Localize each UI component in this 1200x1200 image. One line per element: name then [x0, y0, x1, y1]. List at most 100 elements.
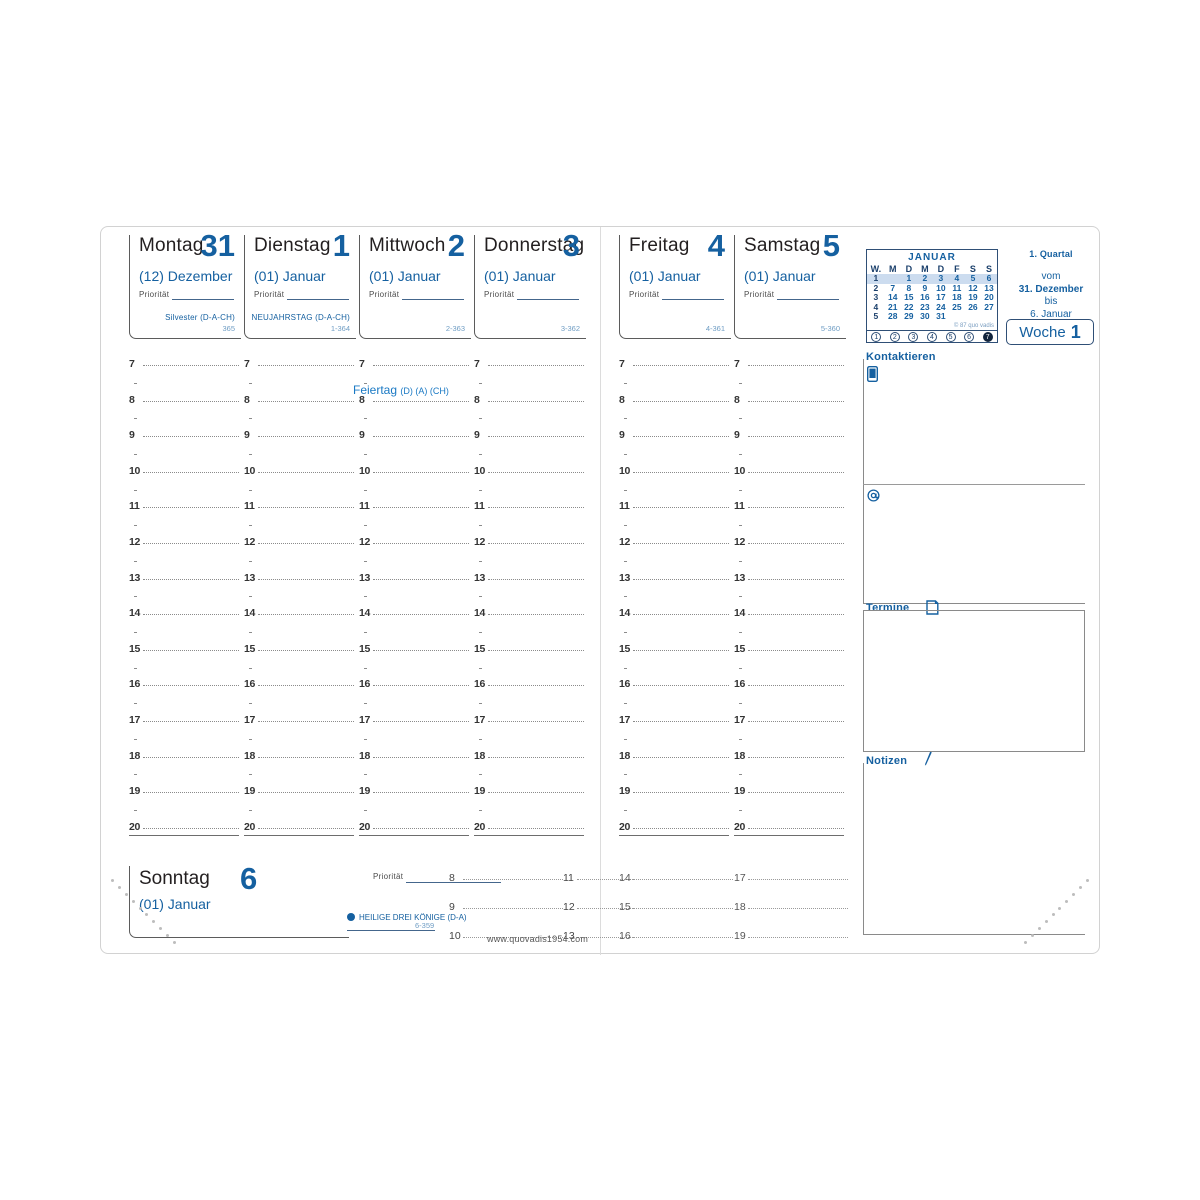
hour-line[interactable] — [488, 436, 584, 438]
hour-line[interactable] — [633, 792, 729, 794]
sunday-priority-line[interactable] — [406, 882, 501, 883]
hour-line[interactable] — [748, 543, 844, 544]
hour-line[interactable] — [488, 721, 584, 722]
hour-line[interactable] — [373, 827, 469, 829]
termine-box[interactable] — [863, 610, 1085, 752]
hour-line[interactable] — [373, 756, 469, 758]
hour-line[interactable] — [373, 649, 469, 651]
mini-calendar[interactable]: JANUAR W. M D M D F S S 1 1 2 3 4 5 6 2 7 8 9 10 11 12 13 3 14 1… — [866, 249, 998, 343]
hour-line[interactable] — [748, 471, 844, 473]
hour-line[interactable] — [748, 649, 844, 651]
hour-line[interactable] — [748, 400, 844, 402]
mini-calendar-week-row[interactable]: 4 21 22 23 24 25 26 27 — [867, 301, 997, 313]
hour-line[interactable] — [748, 827, 844, 829]
priority-line[interactable] — [517, 299, 579, 300]
mini-calendar-day[interactable]: 3 — [932, 273, 949, 284]
mini-calendar-day[interactable]: 22 — [904, 301, 914, 312]
hour-line[interactable] — [488, 792, 584, 794]
priority-line[interactable] — [172, 299, 234, 300]
extra-line[interactable] — [748, 879, 848, 880]
hour-line[interactable] — [748, 614, 844, 616]
mini-calendar-day[interactable]: 30 — [920, 311, 930, 321]
day-header-dienstag[interactable]: Dienstag 1 (01) Januar Priorität NEUJAHRSTAG… — [244, 230, 356, 339]
priority-line[interactable] — [777, 299, 839, 300]
mini-calendar-day-marker[interactable]: 3 — [908, 332, 919, 342]
hour-line[interactable] — [748, 507, 844, 509]
website-url[interactable]: www.quovadis1954.com — [487, 934, 589, 944]
hour-line[interactable] — [633, 614, 729, 616]
hour-line[interactable] — [633, 756, 729, 758]
hour-line[interactable] — [748, 578, 844, 580]
hour-line[interactable] — [633, 400, 729, 402]
day-header-samstag[interactable]: Samstag 5 (01) Januar Priorität 5-360 — [734, 230, 846, 339]
priority-line[interactable] — [287, 299, 349, 300]
mini-calendar-day[interactable]: 25 — [952, 301, 962, 312]
mini-calendar-day[interactable]: 31 — [936, 311, 946, 321]
hour-line[interactable] — [488, 685, 584, 687]
hour-line[interactable] — [748, 436, 844, 438]
mini-calendar-week-row[interactable]: 3 14 15 16 17 18 19 20 — [867, 292, 997, 303]
mini-calendar-day[interactable]: 7 — [890, 282, 896, 293]
sunday-list-line[interactable] — [463, 879, 563, 880]
mini-calendar-day[interactable]: 23 — [920, 301, 930, 312]
hour-line[interactable] — [143, 685, 239, 687]
mini-calendar-week-row[interactable]: 5 28 29 30 31 — [867, 311, 997, 322]
day-header-freitag[interactable]: Freitag 4 (01) Januar Priorität 4-361 — [619, 230, 731, 339]
hour-line[interactable] — [748, 365, 844, 366]
hour-line[interactable] — [258, 685, 354, 687]
mini-calendar-day-marker[interactable]: 6 — [964, 332, 975, 342]
hour-line[interactable] — [488, 543, 584, 544]
sunday-block[interactable]: Sonntag 6 (01) Januar — [129, 863, 349, 938]
hour-line[interactable] — [258, 756, 354, 758]
hour-line[interactable] — [488, 649, 584, 651]
mini-calendar-day[interactable]: 12 — [968, 282, 978, 293]
sunday-holiday-line[interactable] — [347, 930, 435, 931]
hour-line[interactable] — [373, 436, 469, 438]
mini-calendar-day[interactable]: 28 — [888, 311, 898, 321]
mini-calendar-day[interactable]: 11 — [952, 282, 962, 293]
mini-calendar-day[interactable]: 18 — [952, 292, 962, 302]
hour-line[interactable] — [373, 507, 469, 509]
hour-line[interactable] — [143, 365, 239, 366]
mini-calendar-day[interactable] — [949, 312, 965, 322]
mini-calendar-day[interactable]: 10 — [936, 282, 946, 293]
hour-line[interactable] — [258, 400, 354, 402]
hour-line[interactable] — [488, 578, 584, 580]
mini-calendar-day[interactable]: 5 — [964, 273, 981, 284]
hour-line[interactable] — [258, 365, 354, 366]
mini-calendar-day[interactable] — [981, 312, 997, 322]
hour-line[interactable] — [258, 649, 354, 651]
hour-line[interactable] — [373, 792, 469, 794]
hour-line[interactable] — [488, 400, 584, 402]
hour-line[interactable] — [258, 436, 354, 438]
mini-calendar-day[interactable]: 9 — [922, 282, 928, 293]
hour-line[interactable] — [143, 721, 239, 722]
hour-line[interactable] — [258, 471, 354, 473]
hour-line[interactable] — [258, 721, 354, 722]
hour-line[interactable] — [488, 827, 584, 829]
hour-line[interactable] — [633, 365, 729, 366]
mini-calendar-day[interactable]: 21 — [888, 301, 898, 312]
hour-line[interactable] — [748, 756, 844, 758]
sunday-list-line[interactable] — [577, 879, 677, 880]
notizen-box[interactable] — [863, 763, 1085, 935]
mini-calendar-day-marker[interactable]: 5 — [945, 332, 956, 342]
hour-line[interactable] — [143, 507, 239, 509]
mini-calendar-day[interactable]: 14 — [888, 292, 898, 302]
sunday-list-line[interactable] — [577, 937, 677, 938]
hour-line[interactable] — [373, 721, 469, 722]
priority-line[interactable] — [402, 299, 464, 300]
sunday-list-line[interactable] — [577, 908, 677, 909]
mini-calendar-week-row[interactable]: 2 7 8 9 10 11 12 13 — [867, 282, 997, 294]
hour-line[interactable] — [488, 756, 584, 758]
hour-line[interactable] — [258, 578, 354, 580]
hour-line[interactable] — [633, 471, 729, 473]
hour-line[interactable] — [373, 614, 469, 616]
mini-calendar-day[interactable]: 26 — [968, 301, 978, 312]
hour-line[interactable] — [633, 649, 729, 651]
mini-calendar-day-marker[interactable]: 2 — [889, 332, 900, 342]
mini-calendar-day-marker[interactable]: 7 — [982, 332, 993, 342]
hour-line[interactable] — [633, 578, 729, 580]
mini-calendar-day[interactable]: 6 — [980, 273, 997, 284]
